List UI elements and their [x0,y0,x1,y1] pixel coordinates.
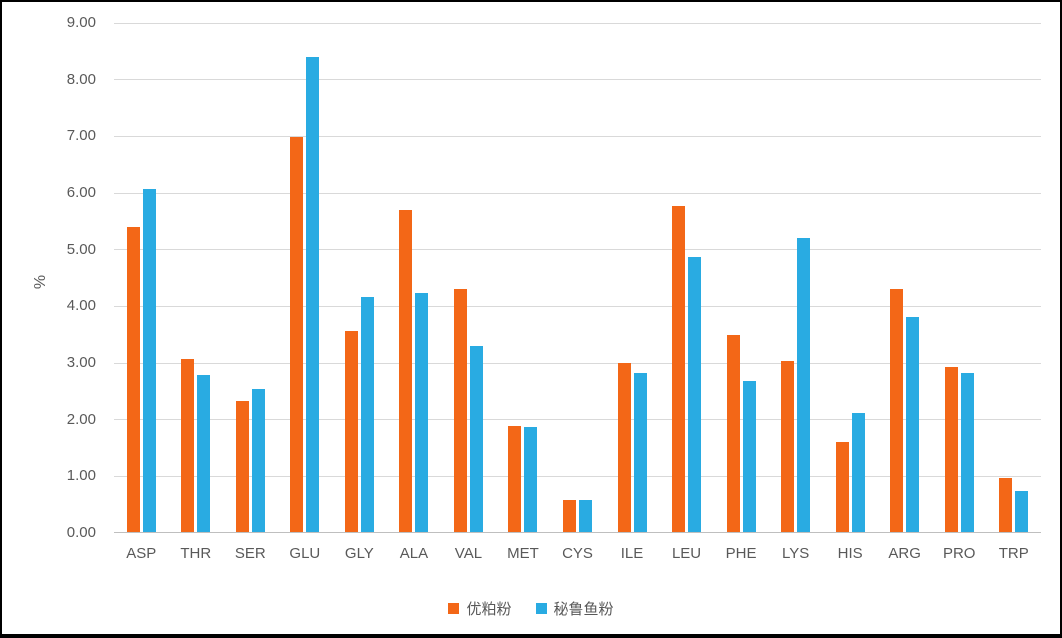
x-axis-label-glu: GLU [289,545,321,562]
y-tick-label-0: 0.00 [66,524,96,541]
bar-cluster-pro [932,23,987,532]
bar-series0-trp [999,477,1013,532]
gridline-3 [114,362,1041,364]
legend-item-series1: 秘鲁鱼粉 [535,598,614,619]
gridline-4 [114,305,1041,307]
bar-series1-glu [306,57,320,532]
legend: 优粕粉 秘鲁鱼粉 [2,598,1060,619]
bar-series0-ile [617,362,631,532]
bar-series1-pro [960,373,974,532]
bar-series0-arg [890,289,904,532]
gridline-7 [114,135,1041,137]
legend-item-series0: 优粕粉 [448,598,512,619]
legend-label-series0: 优粕粉 [466,601,512,618]
y-tick-label-8: 8.00 [66,70,96,88]
bar-cluster-gly [332,23,387,532]
x-axis-label-met: MET [507,545,539,562]
x-axis-label-pro: PRO [942,545,976,562]
x-axis-label-arg: ARG [888,545,921,562]
bar-series0-asp [126,227,140,532]
bar-series0-gly [344,331,358,532]
gridline-1 [114,475,1041,477]
gridline-8 [114,79,1041,81]
bar-cluster-met [496,23,551,532]
bar-cluster-trp [986,23,1041,532]
bar-series1-gly [360,297,374,532]
bar-series0-his [835,442,849,532]
bar-series1-val [469,345,483,532]
x-axis-label-leu: LEU [671,545,702,562]
bar-series1-arg [906,316,920,532]
bar-series1-trp [1015,491,1029,532]
y-tick-label-6: 6.00 [66,184,96,201]
bar-series1-leu [688,256,702,532]
bar-cluster-leu [659,23,714,532]
y-tick-label-5: 5.00 [66,240,96,258]
bar-cluster-ser [223,23,278,532]
x-axis-label-phe: PHE [725,545,757,562]
gridline-2 [114,419,1041,421]
bar-series1-phe [742,381,756,532]
bar-series0-lys [781,360,795,532]
x-axis-label-his: HIS [837,545,863,562]
bar-series1-asp [142,189,156,532]
y-tick-label-3: 3.00 [66,354,96,371]
bar-cluster-glu [278,23,333,532]
bar-cluster-arg [877,23,932,532]
bar-series0-ser [235,401,249,532]
y-tick-label-9: 9.00 [66,14,96,31]
bar-series1-thr [197,375,211,532]
bar-series0-leu [672,205,686,532]
bar-series0-met [508,426,522,532]
bar-series1-met [524,427,538,532]
x-axis-label-val: VAL [454,545,483,562]
bar-series1-ser [251,389,265,532]
bar-cluster-val [441,23,496,532]
x-axis-label-trp: TRP [998,545,1029,562]
bar-series0-ala [399,210,413,532]
bar-series1-his [851,413,865,532]
bar-cluster-phe [714,23,769,532]
y-tick-label-2: 2.00 [66,410,96,428]
x-axis-labels: ASP THR SER GLU GLY ALA VAL MET CYS ILE LEU PHE LYS H… [114,545,1041,567]
bar-series0-pro [944,366,958,532]
legend-swatch-icon [535,603,547,614]
gridline-9 [114,22,1041,24]
bar-series0-cys [562,499,576,532]
bar-series1-lys [797,238,811,532]
x-axis-label-ser: SER [234,545,266,562]
x-axis-label-asp: ASP [126,545,157,562]
bar-cluster-asp [114,23,169,532]
bar-cluster-lys [768,23,823,532]
gridline-6 [114,192,1041,194]
bar-series0-glu [290,137,304,532]
legend-label-series1: 秘鲁鱼粉 [553,601,614,618]
bar-series1-ile [633,373,647,532]
bar-cluster-cys [550,23,605,532]
bar-cluster-his [823,23,878,532]
bar-series0-thr [181,358,195,532]
legend-swatch-icon [448,603,460,614]
bar-series0-val [453,289,467,532]
x-axis-label-ile: ILE [620,545,644,562]
x-axis-label-lys: LYS [781,545,810,562]
bar-cluster-ala [387,23,442,532]
x-axis-label-thr: THR [180,545,212,562]
bar-cluster-ile [605,23,660,532]
bar-series1-ala [415,293,429,532]
x-axis-label-ala: ALA [399,545,429,562]
gridline-5 [114,249,1041,251]
y-tick-label-1: 1.00 [66,467,96,485]
y-tick-label-4: 4.00 [66,297,96,315]
plot-area [114,22,1041,533]
y-tick-label-7: 7.00 [66,127,96,145]
bar-series1-cys [578,500,592,532]
x-axis-label-gly: GLY [344,545,374,562]
y-axis-tick-labels: 9.00 8.00 7.00 6.00 5.00 4.00 3.00 2.00 1.00 0.00 [2,14,96,541]
bar-cluster-thr [169,23,224,532]
x-axis-label-cys: CYS [562,545,593,562]
bar-series0-phe [726,335,740,532]
